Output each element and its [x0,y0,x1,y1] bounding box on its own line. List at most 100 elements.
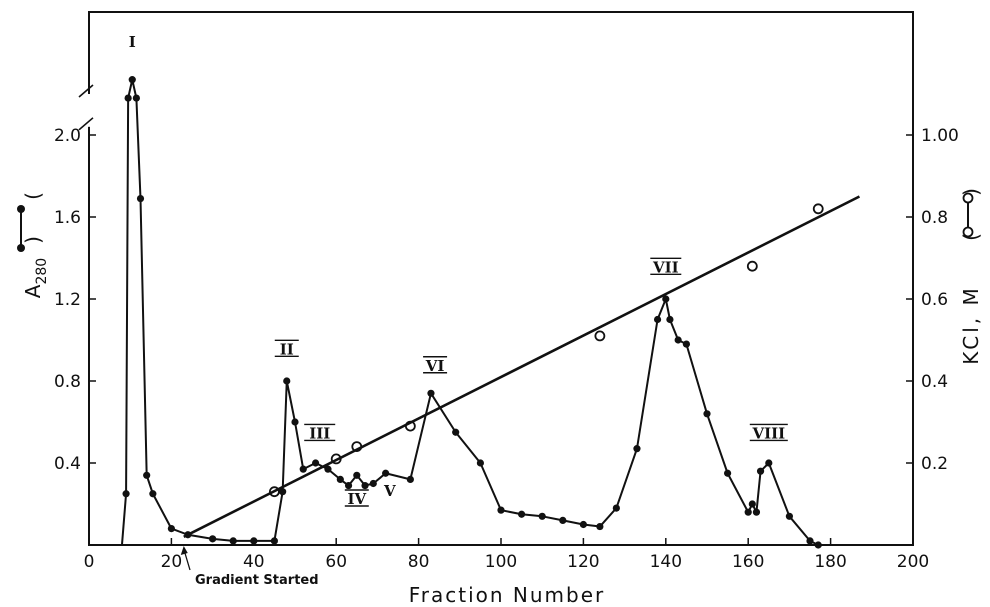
right-y-paren-close: ) [959,188,983,196]
absorbance-point [559,516,567,525]
absorbance-point [128,76,136,84]
absorbance-point [596,522,604,531]
absorbance-point [291,418,299,426]
left-y-axis-title-main: A [21,284,45,298]
axis-break-slash [78,84,94,98]
absorbance-point [785,512,794,520]
absorbance-point [579,520,588,529]
peak-label: VI [425,357,445,375]
absorbance-point [744,508,752,516]
absorbance-point [748,500,756,508]
x-axis-ticks: 0 20 40 60 80 100 120 140 160 180 200 [84,538,929,572]
left-y-tick-label: 2.0 [54,126,81,146]
right-y-tick-label: 0.8 [921,208,948,228]
absorbance-point [353,471,361,479]
x-tick-label: 160 [732,552,764,572]
left-axis-break [78,84,94,131]
peak-label: VII [652,258,679,276]
absorbance-point [452,428,460,436]
absorbance-point [336,475,344,483]
absorbance-point [283,377,291,385]
absorbance-point [756,467,765,475]
gradient-annotation: Gradient Started [180,546,319,588]
absorbance-point [662,295,670,303]
left-y-legend-dot-bottom [17,244,25,252]
absorbance-point [344,481,353,490]
kcl-point [746,260,758,272]
absorbance-point [674,336,682,344]
absorbance-point [209,535,217,543]
left-y-paren-open: ( [21,192,45,200]
absorbance-point [382,469,390,477]
right-y-legend-marker [962,192,974,238]
plot-frame [88,11,914,546]
absorbance-point [682,340,691,348]
absorbance-point [653,315,662,324]
left-y-tick-label: 1.2 [54,290,81,310]
left-y-legend-dot-top [17,205,25,213]
x-axis-title: Fraction Number [409,583,606,607]
absorbance-point [124,94,132,102]
axis-break-gap [87,94,93,127]
x-tick-label: 200 [897,552,929,572]
absorbance-point [299,465,307,473]
absorbance-line [120,78,819,546]
x-tick-label: 40 [243,552,265,572]
absorbance-point [476,459,484,467]
absorbance-point [143,471,151,479]
absorbance-point [666,315,674,324]
absorbance-point [752,508,761,516]
absorbance-point [703,410,711,418]
absorbance-point [427,389,435,397]
absorbance-point [724,469,732,477]
x-tick-label: 80 [408,552,430,572]
absorbance-point [361,481,369,490]
right-y-tick-label: 1.00 [921,126,959,146]
left-y-axis-title: A280 [21,258,50,298]
right-y-axis-ticks: 0.2 0.4 0.6 0.8 1.00 [906,126,959,474]
axis-break-slash [78,117,94,131]
right-y-legend-circle-bottom [962,226,974,238]
absorbance-point [149,490,157,498]
absorbance-point [136,194,145,203]
x-tick-label: 120 [567,552,599,572]
left-y-tick-label: 0.8 [54,372,81,392]
absorbance-point [324,465,332,473]
kcl-gradient-line [183,195,861,538]
absorbance-point [806,537,814,545]
left-y-axis-title-sub: 280 [34,258,50,285]
right-y-tick-label: 0.2 [921,454,948,474]
gradient-started-label: Gradient Started [195,573,319,588]
x-tick-label: 20 [161,552,183,572]
right-y-tick-label: 0.6 [921,290,948,310]
gradient-arrowhead [180,546,188,555]
absorbance-point [538,512,546,520]
peak-label: I [129,33,136,51]
right-y-paren-open: ( [959,233,983,241]
absorbance-point [369,479,377,488]
right-y-axis-title: KCl, M [959,285,983,365]
left-y-axis-title-group: A280 [21,258,50,298]
absorbance-point [312,459,320,467]
absorbance-point [229,537,237,545]
right-y-axis-title-group: KCl, M [959,285,983,365]
absorbance-point [406,475,414,483]
right-y-tick-label: 0.4 [921,372,948,392]
peak-label: VIII [751,424,785,442]
left-y-paren-close: ) [21,236,45,244]
kcl-point [594,330,606,342]
absorbance-point [633,445,641,453]
absorbance-point [132,94,140,102]
absorbance-point [270,537,278,545]
absorbance-point [518,510,526,518]
absorbance-point [279,488,287,496]
series-layer [120,76,861,549]
absorbance-point [814,541,822,549]
absorbance-point [167,525,175,533]
absorbance-point [612,504,620,512]
left-y-legend-marker [17,205,25,252]
left-y-tick-label: 0.4 [54,454,81,474]
peak-label: V [383,482,396,500]
